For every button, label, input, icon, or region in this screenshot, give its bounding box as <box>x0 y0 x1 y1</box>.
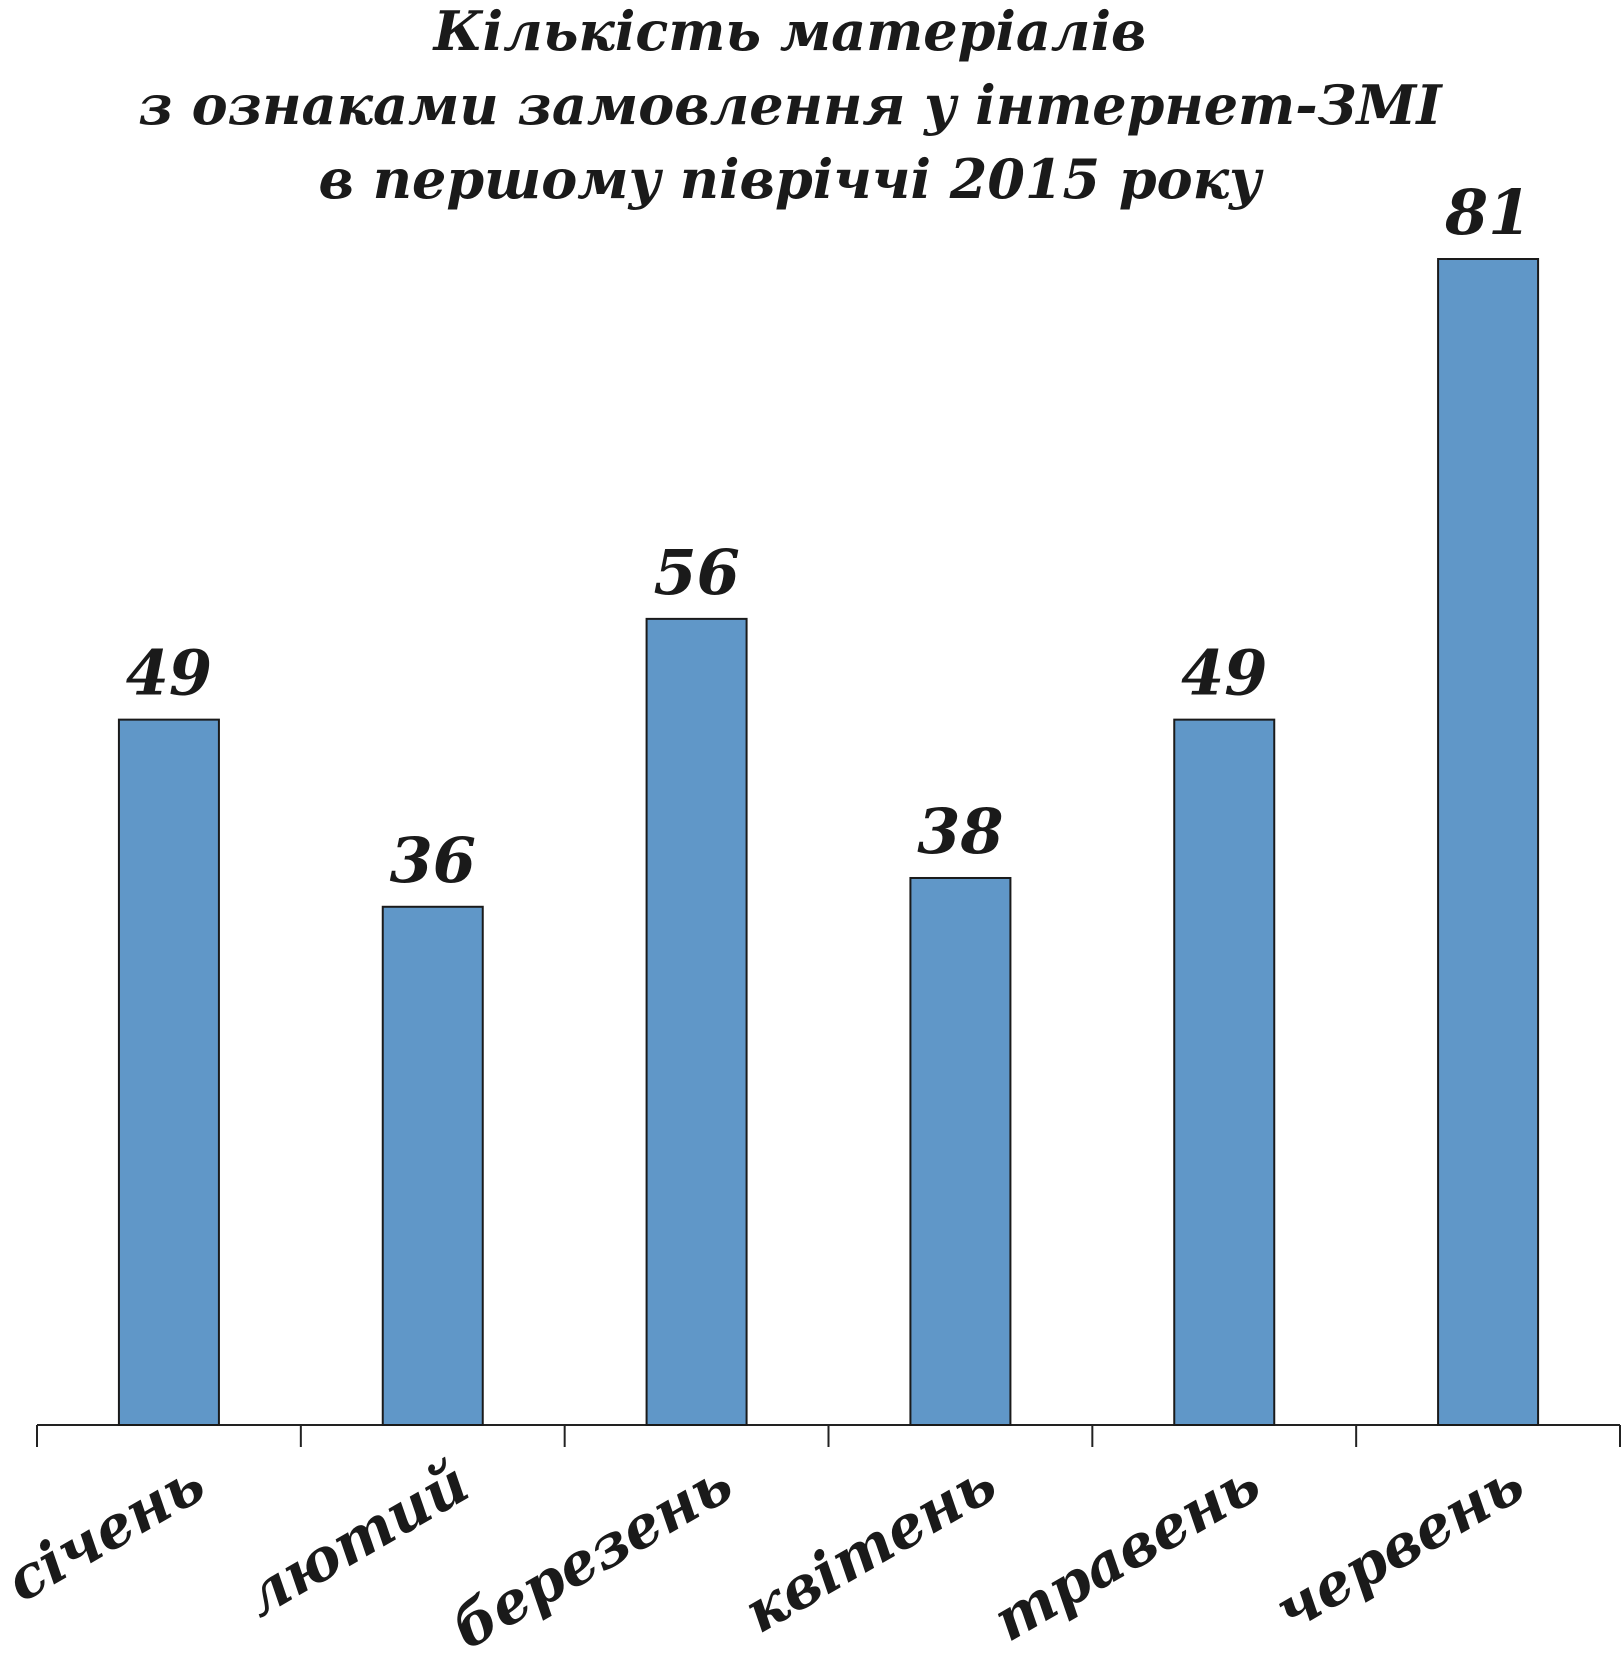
x-tick-label: січень <box>0 1448 216 1615</box>
bar <box>381 905 484 1426</box>
x-tick-label: червень <box>1263 1448 1535 1644</box>
x-tick-label: травень <box>982 1448 1272 1654</box>
x-tick-label: березень <box>441 1448 744 1660</box>
bar <box>909 876 1012 1426</box>
value-label: 49 <box>126 637 212 710</box>
x-tick-label: квітень <box>732 1448 1007 1646</box>
value-label: 81 <box>1444 176 1531 249</box>
chart-title-line: з ознаками замовлення у інтернет-ЗМІ <box>138 73 1443 137</box>
bar <box>645 617 748 1426</box>
bar <box>117 718 220 1426</box>
bar <box>1173 718 1276 1426</box>
value-label: 56 <box>653 536 739 609</box>
chart-title-line: Кількість матеріалів <box>432 0 1147 63</box>
value-label: 36 <box>390 824 476 897</box>
value-label: 49 <box>1181 637 1267 710</box>
bar <box>1437 258 1540 1426</box>
value-label: 38 <box>917 795 1003 868</box>
chart-title-line: в першому півріччі 2015 року <box>319 147 1265 211</box>
